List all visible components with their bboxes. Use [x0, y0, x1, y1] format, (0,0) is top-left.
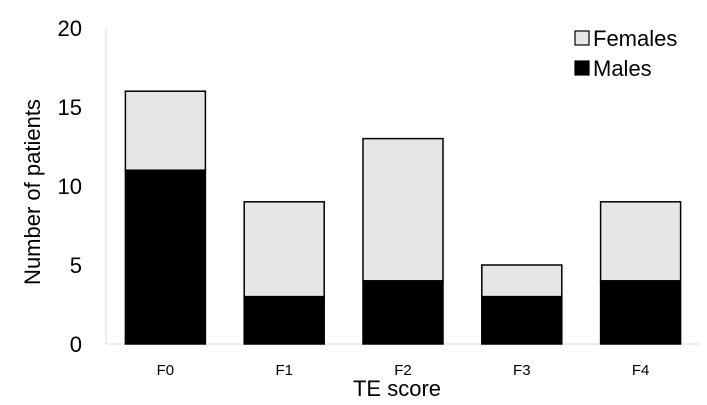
legend-label-females: Females	[593, 26, 677, 51]
x-axis-ticks: F0 F1 F2 F3 F4	[157, 362, 650, 379]
bar-males-f1	[243, 295, 325, 345]
legend-label-males: Males	[593, 56, 652, 81]
bar-males-f4	[599, 280, 682, 345]
y-tick-label: 20	[58, 16, 82, 41]
x-tick-label: F3	[513, 362, 531, 379]
x-tick-label: F1	[275, 362, 293, 379]
bar-females-f0	[124, 90, 207, 171]
x-axis-title: TE score	[353, 376, 441, 400]
x-tick-label: F2	[394, 362, 412, 379]
legend-swatch-males	[574, 60, 590, 76]
bar-females-f2	[362, 137, 444, 282]
x-tick-label: F4	[632, 362, 650, 379]
bar-males-f0	[124, 169, 207, 345]
y-tick-label: 10	[58, 174, 82, 199]
legend-swatch-females	[574, 30, 590, 46]
legend: Females Males	[574, 26, 677, 81]
y-tick-label: 5	[70, 253, 82, 278]
bar-males-f2	[362, 280, 444, 345]
y-axis-ticks: 0 5 10 15 20	[58, 16, 82, 357]
y-tick-label: 15	[58, 95, 82, 120]
x-tick-label: F0	[157, 362, 175, 379]
bar-females-f1	[243, 201, 325, 298]
bar-females-f3	[481, 264, 563, 298]
y-axis-title: Number of patients	[20, 99, 45, 285]
bar-females-f4	[599, 201, 682, 282]
bars	[124, 90, 682, 345]
y-tick-label: 0	[70, 332, 82, 357]
bar-males-f3	[481, 295, 563, 345]
